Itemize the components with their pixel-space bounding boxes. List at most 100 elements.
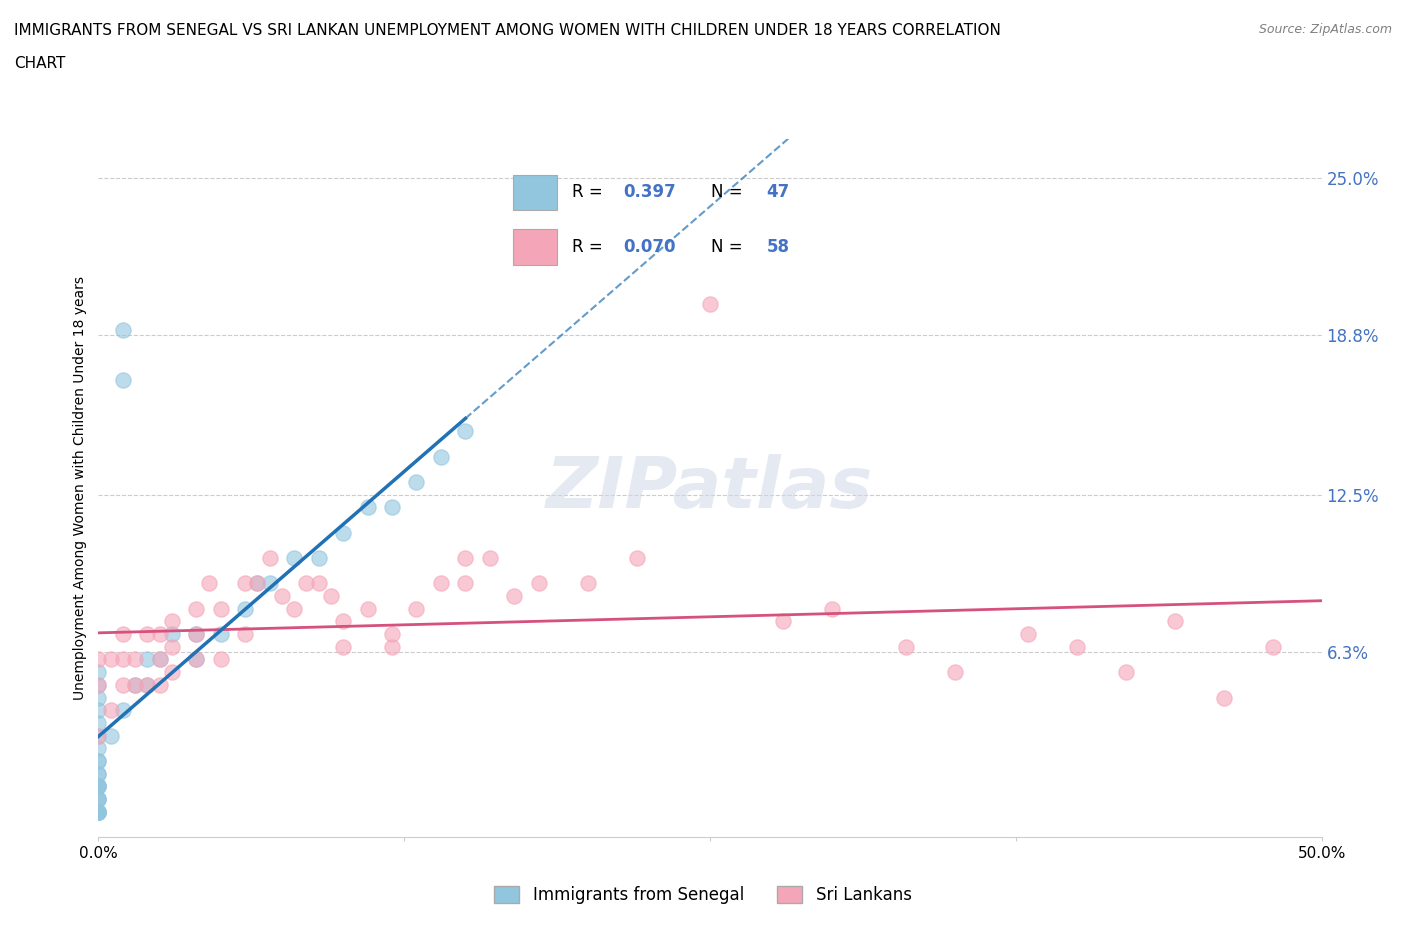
Point — [87, 804, 110, 819]
Point — [186, 652, 208, 667]
Point — [1066, 639, 1088, 654]
Point — [576, 576, 599, 591]
Point — [87, 728, 110, 743]
Point — [160, 665, 183, 680]
Point — [87, 791, 110, 806]
Point — [87, 804, 110, 819]
Point — [209, 602, 232, 617]
Point — [111, 323, 134, 338]
Point — [332, 614, 354, 629]
Point — [1017, 627, 1039, 642]
Point — [87, 665, 110, 680]
Point — [454, 551, 477, 565]
Point — [381, 627, 404, 642]
Point — [87, 791, 110, 806]
Point — [87, 804, 110, 819]
Point — [259, 551, 281, 565]
Point — [87, 677, 110, 692]
Point — [149, 652, 172, 667]
Point — [160, 639, 183, 654]
Point — [136, 652, 159, 667]
Point — [87, 753, 110, 768]
Point — [87, 690, 110, 705]
Point — [197, 576, 219, 591]
Point — [87, 778, 110, 793]
Point — [430, 576, 453, 591]
Point — [111, 373, 134, 388]
Point — [246, 576, 269, 591]
Point — [149, 627, 172, 642]
Point — [308, 551, 330, 565]
Point — [87, 715, 110, 730]
Point — [136, 677, 159, 692]
Point — [259, 576, 281, 591]
Point — [160, 627, 183, 642]
Point — [246, 576, 269, 591]
Point — [821, 602, 844, 617]
Point — [186, 627, 208, 642]
Point — [332, 525, 354, 540]
Point — [1164, 614, 1187, 629]
Point — [87, 677, 110, 692]
Point — [100, 703, 122, 718]
Point — [332, 639, 354, 654]
Point — [136, 677, 159, 692]
Point — [295, 576, 318, 591]
Point — [943, 665, 966, 680]
Text: CHART: CHART — [14, 56, 66, 71]
Point — [100, 728, 122, 743]
Point — [405, 474, 427, 489]
Point — [111, 677, 134, 692]
Point — [87, 804, 110, 819]
Point — [87, 766, 110, 781]
Point — [772, 614, 794, 629]
Point — [87, 778, 110, 793]
Point — [356, 602, 378, 617]
Point — [283, 602, 305, 617]
Point — [209, 652, 232, 667]
Point — [87, 766, 110, 781]
Point — [405, 602, 427, 617]
Point — [233, 576, 256, 591]
Point — [87, 804, 110, 819]
Point — [894, 639, 917, 654]
Point — [136, 627, 159, 642]
Point — [186, 627, 208, 642]
Point — [381, 499, 404, 514]
Point — [430, 449, 453, 464]
Point — [1115, 665, 1137, 680]
Point — [283, 551, 305, 565]
Point — [478, 551, 501, 565]
Point — [527, 576, 550, 591]
Point — [111, 703, 134, 718]
Point — [87, 741, 110, 756]
Point — [454, 424, 477, 439]
Point — [233, 627, 256, 642]
Point — [454, 576, 477, 591]
Point — [149, 652, 172, 667]
Point — [87, 753, 110, 768]
Point — [270, 589, 294, 604]
Text: Source: ZipAtlas.com: Source: ZipAtlas.com — [1258, 23, 1392, 36]
Point — [111, 652, 134, 667]
Point — [87, 791, 110, 806]
Point — [87, 652, 110, 667]
Point — [1212, 690, 1234, 705]
Y-axis label: Unemployment Among Women with Children Under 18 years: Unemployment Among Women with Children U… — [73, 276, 87, 700]
Point — [149, 677, 172, 692]
Point — [233, 602, 256, 617]
Point — [87, 778, 110, 793]
Point — [87, 728, 110, 743]
Point — [1261, 639, 1284, 654]
Point — [87, 778, 110, 793]
Text: IMMIGRANTS FROM SENEGAL VS SRI LANKAN UNEMPLOYMENT AMONG WOMEN WITH CHILDREN UND: IMMIGRANTS FROM SENEGAL VS SRI LANKAN UN… — [14, 23, 1001, 38]
Point — [381, 639, 404, 654]
Point — [100, 652, 122, 667]
Text: ZIPatlas: ZIPatlas — [547, 454, 873, 523]
Point — [319, 589, 342, 604]
Point — [503, 589, 526, 604]
Point — [186, 652, 208, 667]
Point — [160, 614, 183, 629]
Point — [124, 652, 146, 667]
Legend: Immigrants from Senegal, Sri Lankans: Immigrants from Senegal, Sri Lankans — [486, 878, 920, 912]
